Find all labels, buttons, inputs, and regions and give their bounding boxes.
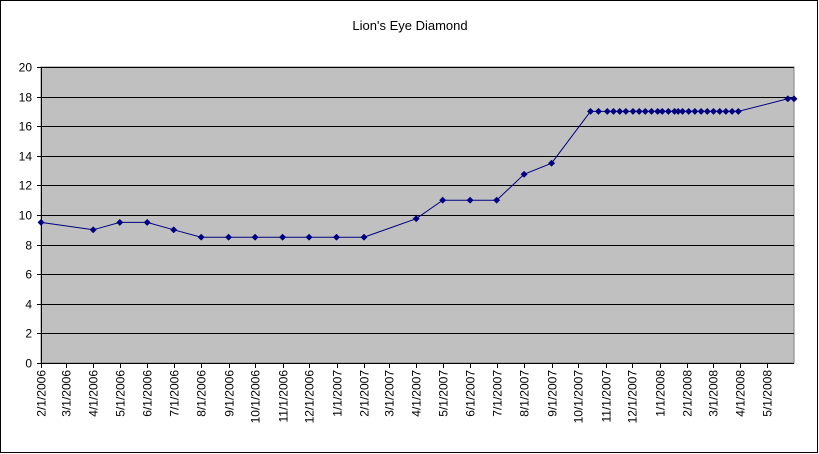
x-tick-label: 4/1/2008 <box>734 370 748 417</box>
x-tick-label: 8/1/2007 <box>518 370 532 417</box>
data-point-marker <box>305 233 313 241</box>
grid-lines <box>41 67 794 334</box>
data-point-marker <box>709 107 718 115</box>
data-point-marker <box>251 233 259 241</box>
data-point-marker <box>716 107 724 115</box>
x-tick-label: 6/1/2007 <box>464 370 478 417</box>
y-tick-labels: 0 2 4 6 8 10 12 14 16 18 20 <box>19 61 33 371</box>
y-tick-label: 10 <box>19 209 33 223</box>
y-tick-label: 20 <box>19 61 33 75</box>
x-tick-label: 4/1/2007 <box>410 370 424 417</box>
data-point-marker <box>647 107 656 115</box>
data-point-marker <box>170 226 178 234</box>
y-tick-label: 0 <box>25 357 32 371</box>
x-tick-label: 2/1/2006 <box>35 370 49 417</box>
y-tick-label: 4 <box>25 298 32 312</box>
data-point-marker <box>609 107 618 115</box>
x-tick-label: 3/1/2007 <box>383 370 397 417</box>
data-point-marker <box>790 95 798 103</box>
chart-title: Lion's Eye Diamond <box>352 18 467 33</box>
data-point-marker <box>143 218 151 226</box>
x-tick-label: 7/1/2007 <box>491 370 505 417</box>
data-point-marker <box>703 107 711 115</box>
x-tick-label: 8/1/2006 <box>195 370 209 417</box>
x-tick-label: 7/1/2006 <box>168 370 182 417</box>
y-tick-label: 16 <box>19 120 33 134</box>
x-tick-label: 12/1/2007 <box>626 370 640 424</box>
x-tick-label: 5/1/2007 <box>437 370 451 417</box>
x-tick-label: 5/1/2008 <box>761 370 775 417</box>
data-point-marker <box>664 107 672 115</box>
data-point-marker <box>439 196 447 204</box>
y-tick-label: 12 <box>19 179 33 193</box>
x-tick-label: 11/1/2007 <box>600 370 614 423</box>
data-point-marker <box>691 107 699 115</box>
x-tick-label: 3/1/2006 <box>60 370 74 417</box>
data-point-markers <box>37 95 798 241</box>
data-point-marker <box>629 107 637 115</box>
data-point-marker <box>548 159 556 167</box>
x-tick-label: 9/1/2006 <box>223 370 237 417</box>
data-point-marker <box>622 107 630 115</box>
x-tick-label: 10/1/2006 <box>249 370 263 424</box>
data-point-marker <box>697 107 705 115</box>
data-point-marker <box>466 196 474 204</box>
data-point-marker <box>685 107 693 115</box>
y-tick-label: 6 <box>25 268 32 282</box>
x-tick-label: 12/1/2006 <box>303 370 317 424</box>
y-tick-label: 18 <box>19 91 33 105</box>
data-point-marker <box>641 107 649 115</box>
data-point-marker <box>784 95 792 103</box>
y-tick-label: 14 <box>19 150 33 164</box>
x-tick-label: 6/1/2006 <box>141 370 155 417</box>
x-tick-label: 1/1/2007 <box>331 370 345 417</box>
data-point-marker <box>37 218 45 226</box>
data-point-marker <box>225 233 233 241</box>
axes <box>37 67 794 368</box>
data-point-marker <box>603 107 611 115</box>
x-tick-label: 11/1/2006 <box>277 370 291 423</box>
data-point-marker <box>89 226 97 234</box>
data-point-marker <box>412 215 420 223</box>
data-point-marker <box>332 233 341 241</box>
data-point-marker <box>722 107 730 115</box>
data-point-marker <box>658 107 666 115</box>
data-point-marker <box>493 196 501 204</box>
data-point-marker <box>197 233 205 241</box>
x-tick-label: 9/1/2007 <box>546 370 560 417</box>
data-point-marker <box>728 107 736 115</box>
x-tick-label: 4/1/2006 <box>87 370 101 417</box>
x-tick-label: 10/1/2007 <box>572 370 586 424</box>
x-tick-label: 5/1/2006 <box>114 370 128 417</box>
x-tick-label: 1/1/2008 <box>654 370 668 417</box>
y-tick-label: 2 <box>25 327 32 341</box>
y-tick-label: 8 <box>25 239 32 253</box>
x-tick-label: 2/1/2007 <box>358 370 372 417</box>
data-point-marker <box>116 218 124 226</box>
data-point-marker <box>635 107 643 115</box>
x-tick-label: 3/1/2008 <box>707 370 721 417</box>
x-tick-label: 2/1/2008 <box>681 370 695 417</box>
data-point-marker <box>586 107 595 115</box>
data-point-marker <box>360 233 368 241</box>
data-point-marker <box>734 107 742 115</box>
data-point-marker <box>678 107 687 115</box>
data-point-marker <box>594 107 603 115</box>
data-point-marker <box>616 107 624 115</box>
x-tick-labels: 2/1/2006 3/1/2006 4/1/2006 5/1/2006 6/1/2006… <box>35 370 775 424</box>
data-point-marker <box>279 233 287 241</box>
data-point-marker <box>520 170 528 178</box>
